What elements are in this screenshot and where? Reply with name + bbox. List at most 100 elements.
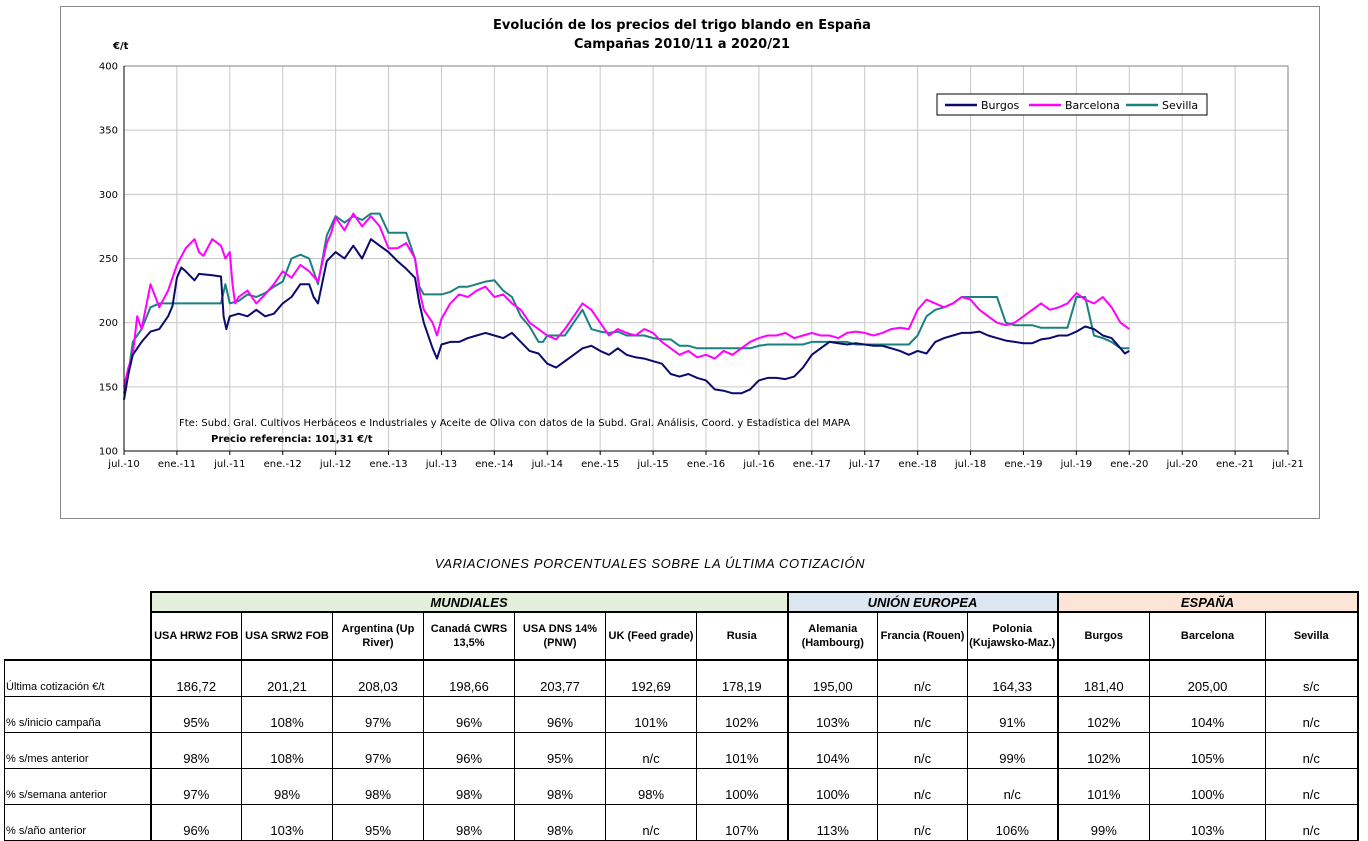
y-tick-label: 400 <box>99 62 118 73</box>
x-tick-label: jul.-11 <box>213 459 245 470</box>
x-tick-label: jul.-17 <box>848 459 880 470</box>
reference-price-note: Precio referencia: 101,31 €/t <box>211 434 373 445</box>
table-row: Última cotización €/t 186,72 201,21 208,03 1… <box>4 659 1359 697</box>
table-cell: n/c <box>877 804 968 841</box>
table-cell: 91% <box>967 696 1058 733</box>
table-cell: 164,33 <box>967 659 1058 697</box>
x-tick-label: jul.-16 <box>742 459 774 470</box>
y-tick-label: 250 <box>99 254 118 265</box>
row-label: % s/año anterior <box>4 804 151 841</box>
table-cell: 205,00 <box>1149 659 1266 697</box>
table-cell: 208,03 <box>332 659 424 697</box>
table-cell: n/c <box>605 804 697 841</box>
x-tick-label: ene.-15 <box>581 459 619 470</box>
group-header-row: MUNDIALES UNIÓN EUROPEA ESPAÑA <box>5 591 1359 613</box>
y-tick-label: 200 <box>99 318 118 329</box>
col-header: USA HRW2 FOB <box>149 611 242 661</box>
table-cell: 181,40 <box>1056 659 1150 697</box>
legend-label-barcelona: Barcelona <box>1065 99 1120 112</box>
table-cell: n/c <box>877 659 968 697</box>
table-cell: n/c <box>1265 696 1359 733</box>
y-tick-label: 350 <box>99 126 118 137</box>
col-header: Alemania (Hambourg) <box>786 611 878 661</box>
table-cell: 100% <box>786 768 878 805</box>
table-cell: 96% <box>514 696 606 733</box>
x-tick-label: jul.-19 <box>1060 459 1092 470</box>
table-cell: 198,66 <box>423 659 515 697</box>
x-tick-label: ene.-21 <box>1216 459 1254 470</box>
table-cell: 98% <box>514 804 606 841</box>
table-cell: n/c <box>1265 804 1359 841</box>
x-tick-label: ene.-19 <box>1004 459 1042 470</box>
table-row: % s/año anterior 96% 103% 95% 98% 98% n/c 107% 1… <box>4 804 1359 841</box>
col-header: Canadá CWRS 13,5% <box>423 611 515 661</box>
table-row: % s/inicio campaña 95% 108% 97% 96% 96% 101% 10… <box>4 696 1359 733</box>
table-cell: n/c <box>1265 768 1359 805</box>
table-cell: 98% <box>332 768 424 805</box>
table-cell: 99% <box>967 732 1058 769</box>
table-cell: 96% <box>423 732 515 769</box>
table-cell: 104% <box>1149 696 1266 733</box>
legend-box <box>936 93 1208 116</box>
table-cell: 192,69 <box>605 659 697 697</box>
table-cell: 98% <box>241 768 333 805</box>
col-header: Barcelona <box>1149 611 1266 661</box>
blank-corner <box>5 592 151 612</box>
table-cell: n/c <box>967 768 1058 805</box>
legend-label-sevilla: Sevilla <box>1162 99 1198 112</box>
table-title: VARIACIONES PORCENTUALES SOBRE LA ÚLTIMA… <box>434 556 866 571</box>
chart-subtitle: Campañas 2010/11 a 2020/21 <box>574 37 790 52</box>
x-tick-label: jul.-21 <box>1271 459 1303 470</box>
table-cell: 186,72 <box>149 659 242 697</box>
x-tick-label: ene.-20 <box>1110 459 1148 470</box>
col-header: Rusia <box>696 611 788 661</box>
table-cell: 96% <box>149 804 242 841</box>
series-line-burgos <box>123 238 1130 400</box>
table-cell: 100% <box>696 768 788 805</box>
column-header-row: USA HRW2 FOB USA SRW2 FOB Argentina (Up … <box>5 611 1359 661</box>
x-tick-label: jul.-13 <box>425 459 457 470</box>
col-header: Argentina (Up River) <box>332 611 424 661</box>
row-label: % s/inicio campaña <box>4 696 151 733</box>
x-tick-label: ene.-13 <box>369 459 407 470</box>
col-header: Polonia (Kujawsko-Maz.) <box>967 611 1058 661</box>
variations-table: MUNDIALES UNIÓN EUROPEA ESPAÑA USA HRW2 … <box>4 591 1359 841</box>
table-cell: 101% <box>696 732 788 769</box>
source-note: Fte: Subd. Gral. Cultivos Herbáceos e In… <box>179 417 850 429</box>
col-header: USA DNS 14% (PNW) <box>514 611 606 661</box>
table-cell: 101% <box>605 696 697 733</box>
x-tick-label: jul.-18 <box>954 459 986 470</box>
table-cell: 95% <box>514 732 606 769</box>
table-cell: 101% <box>1056 768 1150 805</box>
table-cell: 98% <box>423 768 515 805</box>
table-cell: 107% <box>696 804 788 841</box>
table-row: % s/mes anterior 98% 108% 97% 96% 95% n/c 101% 1… <box>4 732 1359 769</box>
y-tick-label: 150 <box>99 382 118 393</box>
x-tick-label: ene.-16 <box>687 459 725 470</box>
chart-title: Evolución de los precios del trigo bland… <box>493 18 871 33</box>
table-cell: 102% <box>1056 696 1150 733</box>
table-cell: 96% <box>423 696 515 733</box>
table-cell: 201,21 <box>241 659 333 697</box>
table-cell: 97% <box>149 768 242 805</box>
table-cell: 113% <box>786 804 878 841</box>
table-cell: 95% <box>332 804 424 841</box>
x-tick-label: jul.-15 <box>636 459 668 470</box>
x-tick-label: jul.-14 <box>531 459 563 470</box>
x-tick-label: jul.-12 <box>319 459 351 470</box>
x-tick-label: ene.-18 <box>899 459 937 470</box>
x-tick-label: jul.-10 <box>107 459 139 470</box>
group-mundiales: MUNDIALES <box>149 591 789 613</box>
table-cell: 102% <box>1056 732 1150 769</box>
table-cell: 105% <box>1149 732 1266 769</box>
table-cell: 104% <box>786 732 878 769</box>
y-tick-label: 300 <box>99 190 118 201</box>
series-lines <box>123 212 1130 400</box>
table-cell: 98% <box>423 804 515 841</box>
table-cell: 203,77 <box>514 659 606 697</box>
table-body: Última cotización €/t 186,72 201,21 208,03 1… <box>4 659 1359 841</box>
y-tick-label: 100 <box>99 447 118 458</box>
axes: 100 150 200 250 300 350 400 jul.-10 ene.-11 jul.-… <box>99 62 1304 471</box>
price-chart: Evolución de los precios del trigo bland… <box>99 18 1304 471</box>
x-tick-label: jul.-20 <box>1165 459 1197 470</box>
